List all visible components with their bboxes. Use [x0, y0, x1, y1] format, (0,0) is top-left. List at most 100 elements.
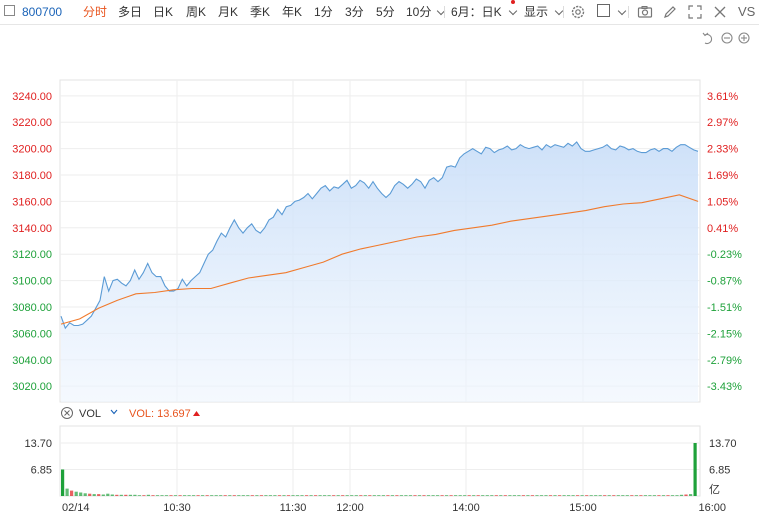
pct-tick-label: -2.15%	[707, 328, 742, 340]
average-line	[60, 194, 699, 325]
volume-bar	[377, 495, 381, 496]
period-select[interactable]: 6月：日K	[451, 5, 502, 19]
volume-bar	[246, 495, 250, 496]
volume-bar	[621, 495, 625, 496]
x-axis-labels: 02/14 10:30 11:30 12:00 14:00 15:00 16:00	[62, 502, 726, 514]
volume-bar	[558, 495, 562, 496]
volume-bar	[639, 495, 643, 496]
volume-bar	[74, 491, 78, 496]
volume-bar	[350, 495, 354, 496]
tab-yearly-k[interactable]: 年K	[282, 5, 303, 19]
zoom-out-icon[interactable]	[721, 32, 733, 44]
volume-bar	[332, 495, 336, 496]
volume-tick-label: 13.70	[709, 438, 737, 450]
volume-bar	[219, 495, 223, 496]
checkbox-icon[interactable]	[4, 5, 15, 16]
compare-button[interactable]: VS	[738, 4, 756, 19]
stock-code[interactable]: 800700	[22, 5, 63, 19]
volume-bar	[70, 490, 74, 496]
display-menu[interactable]: 显示	[524, 5, 549, 19]
tab-weekly-k[interactable]: 周K	[186, 5, 207, 19]
volume-tick-label: 13.70	[24, 438, 52, 450]
tab-3min[interactable]: 3分	[345, 5, 364, 19]
volume-bar	[648, 495, 652, 496]
volume-bar	[277, 495, 282, 496]
tab-daily-k[interactable]: 日K	[153, 5, 174, 19]
toolbar: 800700 分时 多日 日K 周K 月K 季K 年K 1分 3分 5分 10分…	[0, 0, 759, 25]
volume-bar	[580, 495, 584, 496]
volume-bar	[467, 495, 471, 496]
volume-bar	[476, 495, 480, 496]
volume-bar	[259, 495, 263, 496]
zoom-in-icon[interactable]	[738, 32, 750, 44]
volume-bar	[314, 495, 318, 496]
y-axis-labels: 3240.00 3220.00 3200.00 3180.00 3160.00 3140.…	[12, 91, 52, 393]
divider	[563, 6, 564, 18]
y-tick-label: 3100.00	[12, 276, 52, 288]
volume-bar	[675, 495, 679, 496]
volume-bar	[413, 495, 417, 496]
divider	[444, 6, 445, 18]
close-icon[interactable]	[712, 4, 728, 20]
volume-bar	[440, 495, 444, 496]
volume-bar	[512, 495, 516, 496]
camera-icon[interactable]	[637, 4, 653, 20]
volume-bar	[395, 495, 399, 496]
volume-bar	[61, 469, 65, 496]
volume-bar	[101, 494, 105, 496]
volume-bar	[160, 495, 164, 496]
volume-bar	[201, 495, 205, 496]
volume-bar	[205, 495, 209, 496]
tab-monthly-k[interactable]: 月K	[218, 5, 239, 19]
square-icon[interactable]	[597, 4, 610, 17]
volume-bar	[508, 495, 512, 496]
volume-bars	[61, 443, 697, 496]
tab-multi-day[interactable]: 多日	[118, 5, 143, 19]
remove-indicator-icon[interactable]	[61, 407, 73, 419]
y-tick-label: 3220.00	[12, 117, 52, 129]
volume-bar	[92, 494, 96, 496]
volume-bar	[598, 495, 602, 496]
volume-bar	[485, 495, 489, 496]
pct-axis-labels: 3.61% 2.97% 2.33% 1.69% 1.05% 0.41% -0.23% -0.8…	[707, 91, 742, 393]
chevron-down-icon[interactable]	[110, 409, 118, 415]
gear-icon[interactable]	[570, 4, 586, 20]
volume-bar	[517, 495, 521, 496]
tab-10min[interactable]: 10分	[406, 5, 432, 19]
x-tick-label: 15:00	[569, 502, 597, 514]
y-tick-label: 3040.00	[12, 355, 52, 367]
volume-bar	[499, 495, 503, 496]
x-tick-label: 02/14	[62, 502, 90, 514]
volume-bar	[368, 495, 372, 496]
y-tick-label: 3200.00	[12, 144, 52, 156]
y-tick-label: 3060.00	[12, 328, 52, 340]
pct-tick-label: -0.23%	[707, 249, 742, 261]
volume-bar	[128, 494, 132, 496]
fullscreen-icon[interactable]	[687, 4, 703, 20]
y-tick-label: 3020.00	[12, 381, 52, 393]
tab-1min[interactable]: 1分	[314, 5, 333, 19]
volume-bar	[521, 495, 525, 496]
tab-5min[interactable]: 5分	[376, 5, 395, 19]
volume-bar	[232, 495, 236, 496]
pencil-icon[interactable]	[662, 4, 678, 20]
volume-unit-label: 亿	[709, 483, 720, 496]
volume-bar	[548, 495, 553, 496]
volume-bar	[178, 495, 182, 496]
pct-tick-label: 0.41%	[707, 223, 738, 235]
volume-bar	[472, 495, 476, 496]
volume-bar	[155, 495, 160, 496]
tab-quarterly-k[interactable]: 季K	[250, 5, 271, 19]
volume-bar	[264, 495, 268, 496]
volume-bar	[106, 493, 110, 496]
undo-icon[interactable]	[702, 32, 713, 45]
volume-bar	[372, 495, 376, 496]
volume-bar	[630, 495, 634, 496]
tab-intraday[interactable]: 分时	[83, 5, 108, 19]
volume-bar	[381, 495, 385, 496]
x-tick-label: 16:00	[698, 502, 726, 514]
volume-bar	[250, 495, 254, 496]
volume-bar	[689, 494, 693, 496]
vol-label[interactable]: VOL	[79, 408, 101, 420]
volume-bar	[530, 495, 534, 496]
